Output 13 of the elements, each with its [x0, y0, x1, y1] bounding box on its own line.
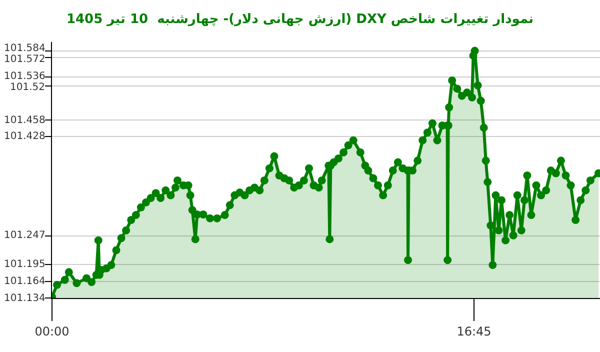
y-tick-label: 101.247	[4, 230, 46, 241]
y-tick-label: 101.536	[4, 71, 46, 82]
y-tick-label: 101.572	[4, 54, 46, 65]
y-tick-label: 101.52	[10, 82, 45, 93]
y-tick-label: 101.164	[4, 276, 46, 287]
chart-title: نمودار تغییرات شاخص DXY (ارزش جهانی دلار)- چهارشنبه 10 تیر 1405	[66, 12, 534, 28]
x-tick-label: 00:00	[34, 324, 70, 338]
y-tick-label: 101.584	[4, 43, 46, 54]
y-tick-label: 101.195	[4, 259, 46, 270]
y-tick-label: 101.428	[4, 131, 46, 142]
y-tick-label: 101.458	[4, 115, 46, 126]
x-tick-label: 16:45	[456, 324, 492, 338]
y-tick-label: 101.134	[4, 293, 46, 304]
